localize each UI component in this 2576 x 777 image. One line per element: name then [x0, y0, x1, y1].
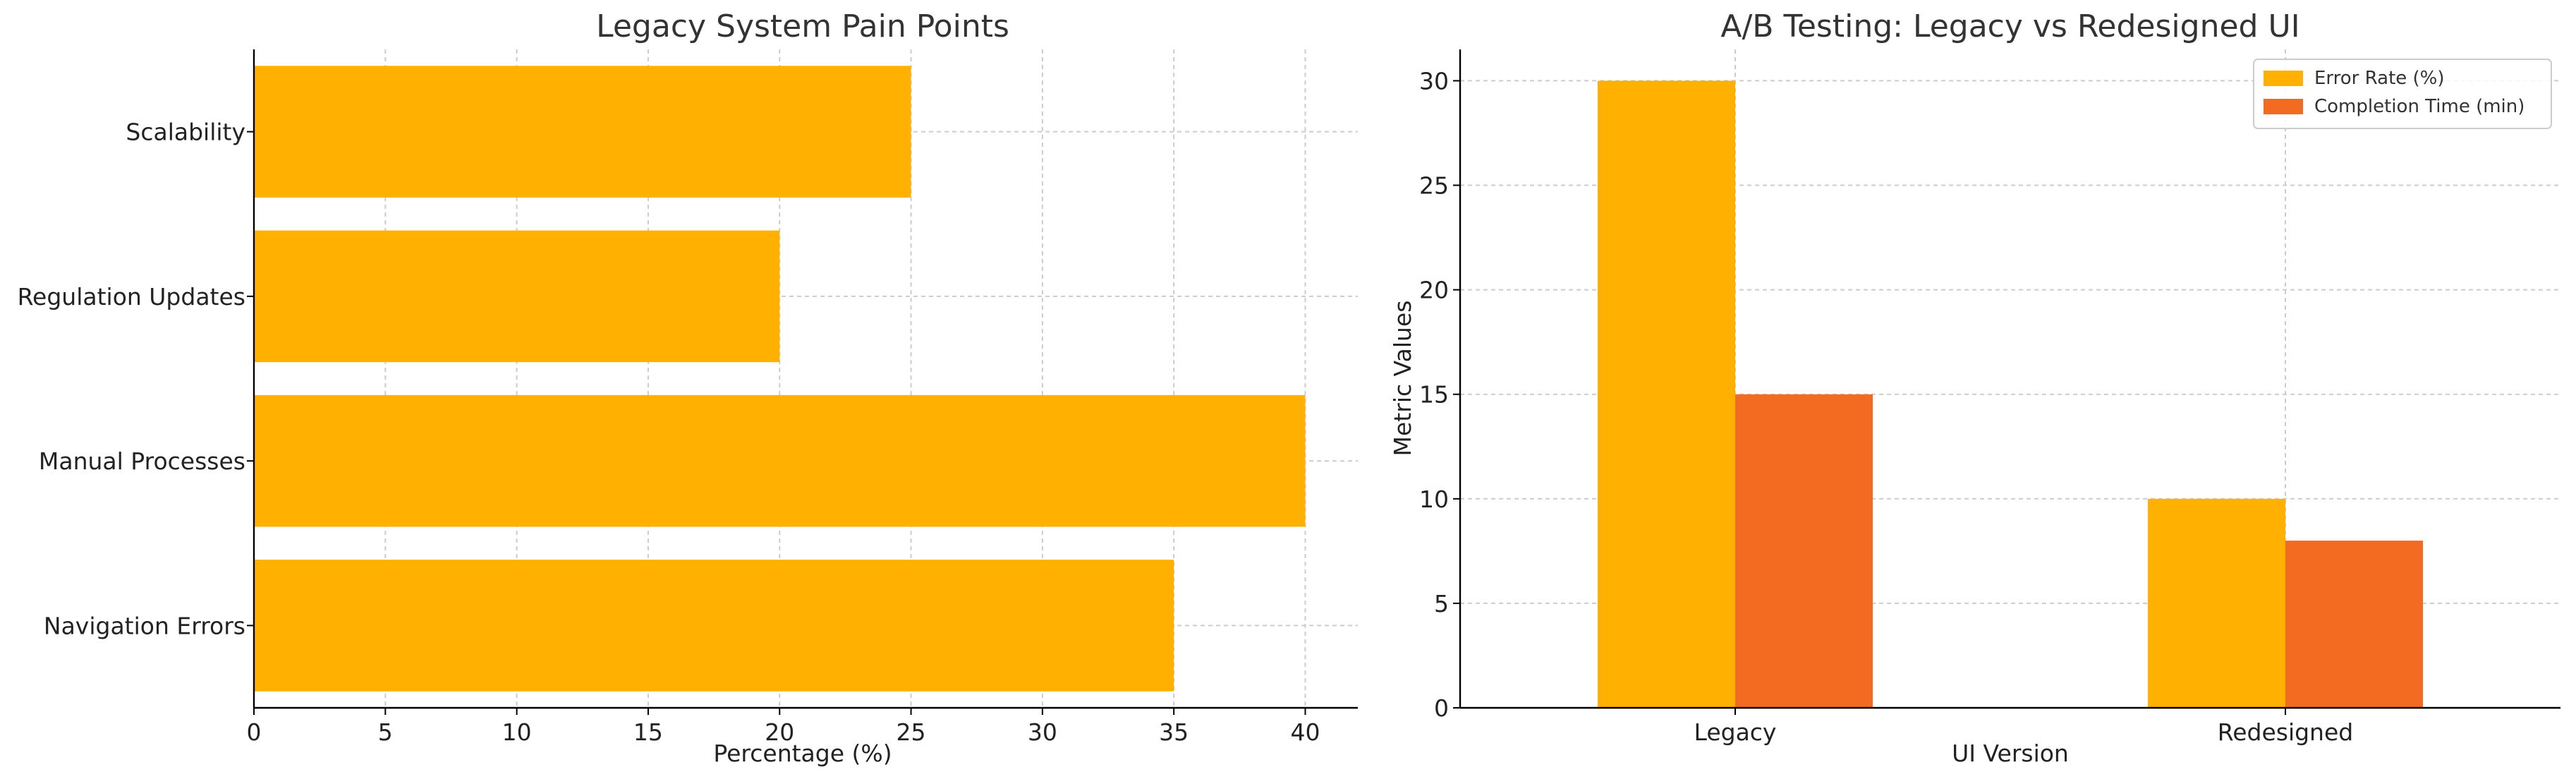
category-label-scalability: Scalability — [126, 119, 245, 146]
legend-frame — [2253, 59, 2552, 129]
category-label-navigation-errors: Navigation Errors — [44, 612, 245, 639]
bar-error-rate-legacy — [1598, 80, 1735, 708]
y-tick-label-30: 30 — [1419, 67, 1449, 95]
y-tick-label-15: 15 — [1419, 381, 1449, 409]
x-tick-label-0: 0 — [247, 718, 262, 746]
pain-points-chart: Legacy System Pain Points 0 5 10 15 20 25 30 35… — [18, 8, 1358, 767]
x-tick-label-30: 30 — [1028, 718, 1057, 746]
bar-manual-processes — [254, 394, 1306, 527]
x-tick-label-40: 40 — [1290, 718, 1320, 746]
y-tick-label-25: 25 — [1419, 172, 1449, 200]
legend-swatch-completion-time-min — [2264, 99, 2303, 114]
legend-swatch-error-rate — [2264, 71, 2303, 86]
bar-completion-time-min-legacy — [1735, 394, 1873, 708]
ab-testing-x-axis-label: UI Version — [1952, 740, 2069, 767]
pain-points-bars — [254, 66, 1306, 692]
category-label-regulation-updates: Regulation Updates — [18, 283, 245, 311]
pain-points-x-axis-label: Percentage (%) — [713, 740, 892, 767]
bar-navigation-errors — [254, 560, 1174, 692]
category-label-redesigned: Redesigned — [2218, 718, 2353, 746]
ab-testing-y-axis-label: Metric Values — [1389, 301, 1416, 457]
ab-testing-title: A/B Testing: Legacy vs Redesigned UI — [1720, 8, 2299, 44]
bar-error-rate-redesigned — [2148, 498, 2285, 708]
x-tick-label-15: 15 — [633, 718, 663, 746]
x-tick-label-5: 5 — [378, 718, 393, 746]
bar-regulation-updates — [254, 230, 780, 363]
x-tick-label-25: 25 — [897, 718, 926, 746]
y-tick-label-20: 20 — [1419, 277, 1449, 304]
pain-points-title: Legacy System Pain Points — [596, 8, 1009, 44]
x-tick-label-10: 10 — [502, 718, 532, 746]
ab-testing-ticks: 0 5 10 15 20 25 30 Legacy Redesigned — [1419, 67, 2353, 746]
ab-testing-axes — [1459, 49, 2560, 709]
x-tick-label-35: 35 — [1159, 718, 1189, 746]
y-tick-label-0: 0 — [1434, 694, 1449, 722]
category-label-manual-processes: Manual Processes — [39, 447, 245, 475]
bar-completion-time-min-redesigned — [2285, 541, 2423, 708]
x-tick-label-20: 20 — [765, 718, 794, 746]
y-tick-label-10: 10 — [1419, 486, 1449, 513]
bar-scalability — [254, 66, 911, 198]
ab-testing-bars — [1598, 80, 2423, 708]
category-label-legacy: Legacy — [1694, 718, 1777, 746]
legend-label-completion-time-min: Completion Time (min) — [2314, 96, 2525, 117]
pain-points-ticks: 0 5 10 15 20 25 30 35 40 Navigation Errors Manual … — [18, 119, 1320, 746]
ab-testing-chart: A/B Testing: Legacy vs Redesigned UI 0 5 1… — [1389, 8, 2560, 767]
y-tick-label-5: 5 — [1434, 590, 1449, 618]
ab-testing-legend: Error Rate (%) Completion Time (min) — [2253, 59, 2552, 129]
legend-label-error-rate: Error Rate (%) — [2314, 68, 2445, 89]
